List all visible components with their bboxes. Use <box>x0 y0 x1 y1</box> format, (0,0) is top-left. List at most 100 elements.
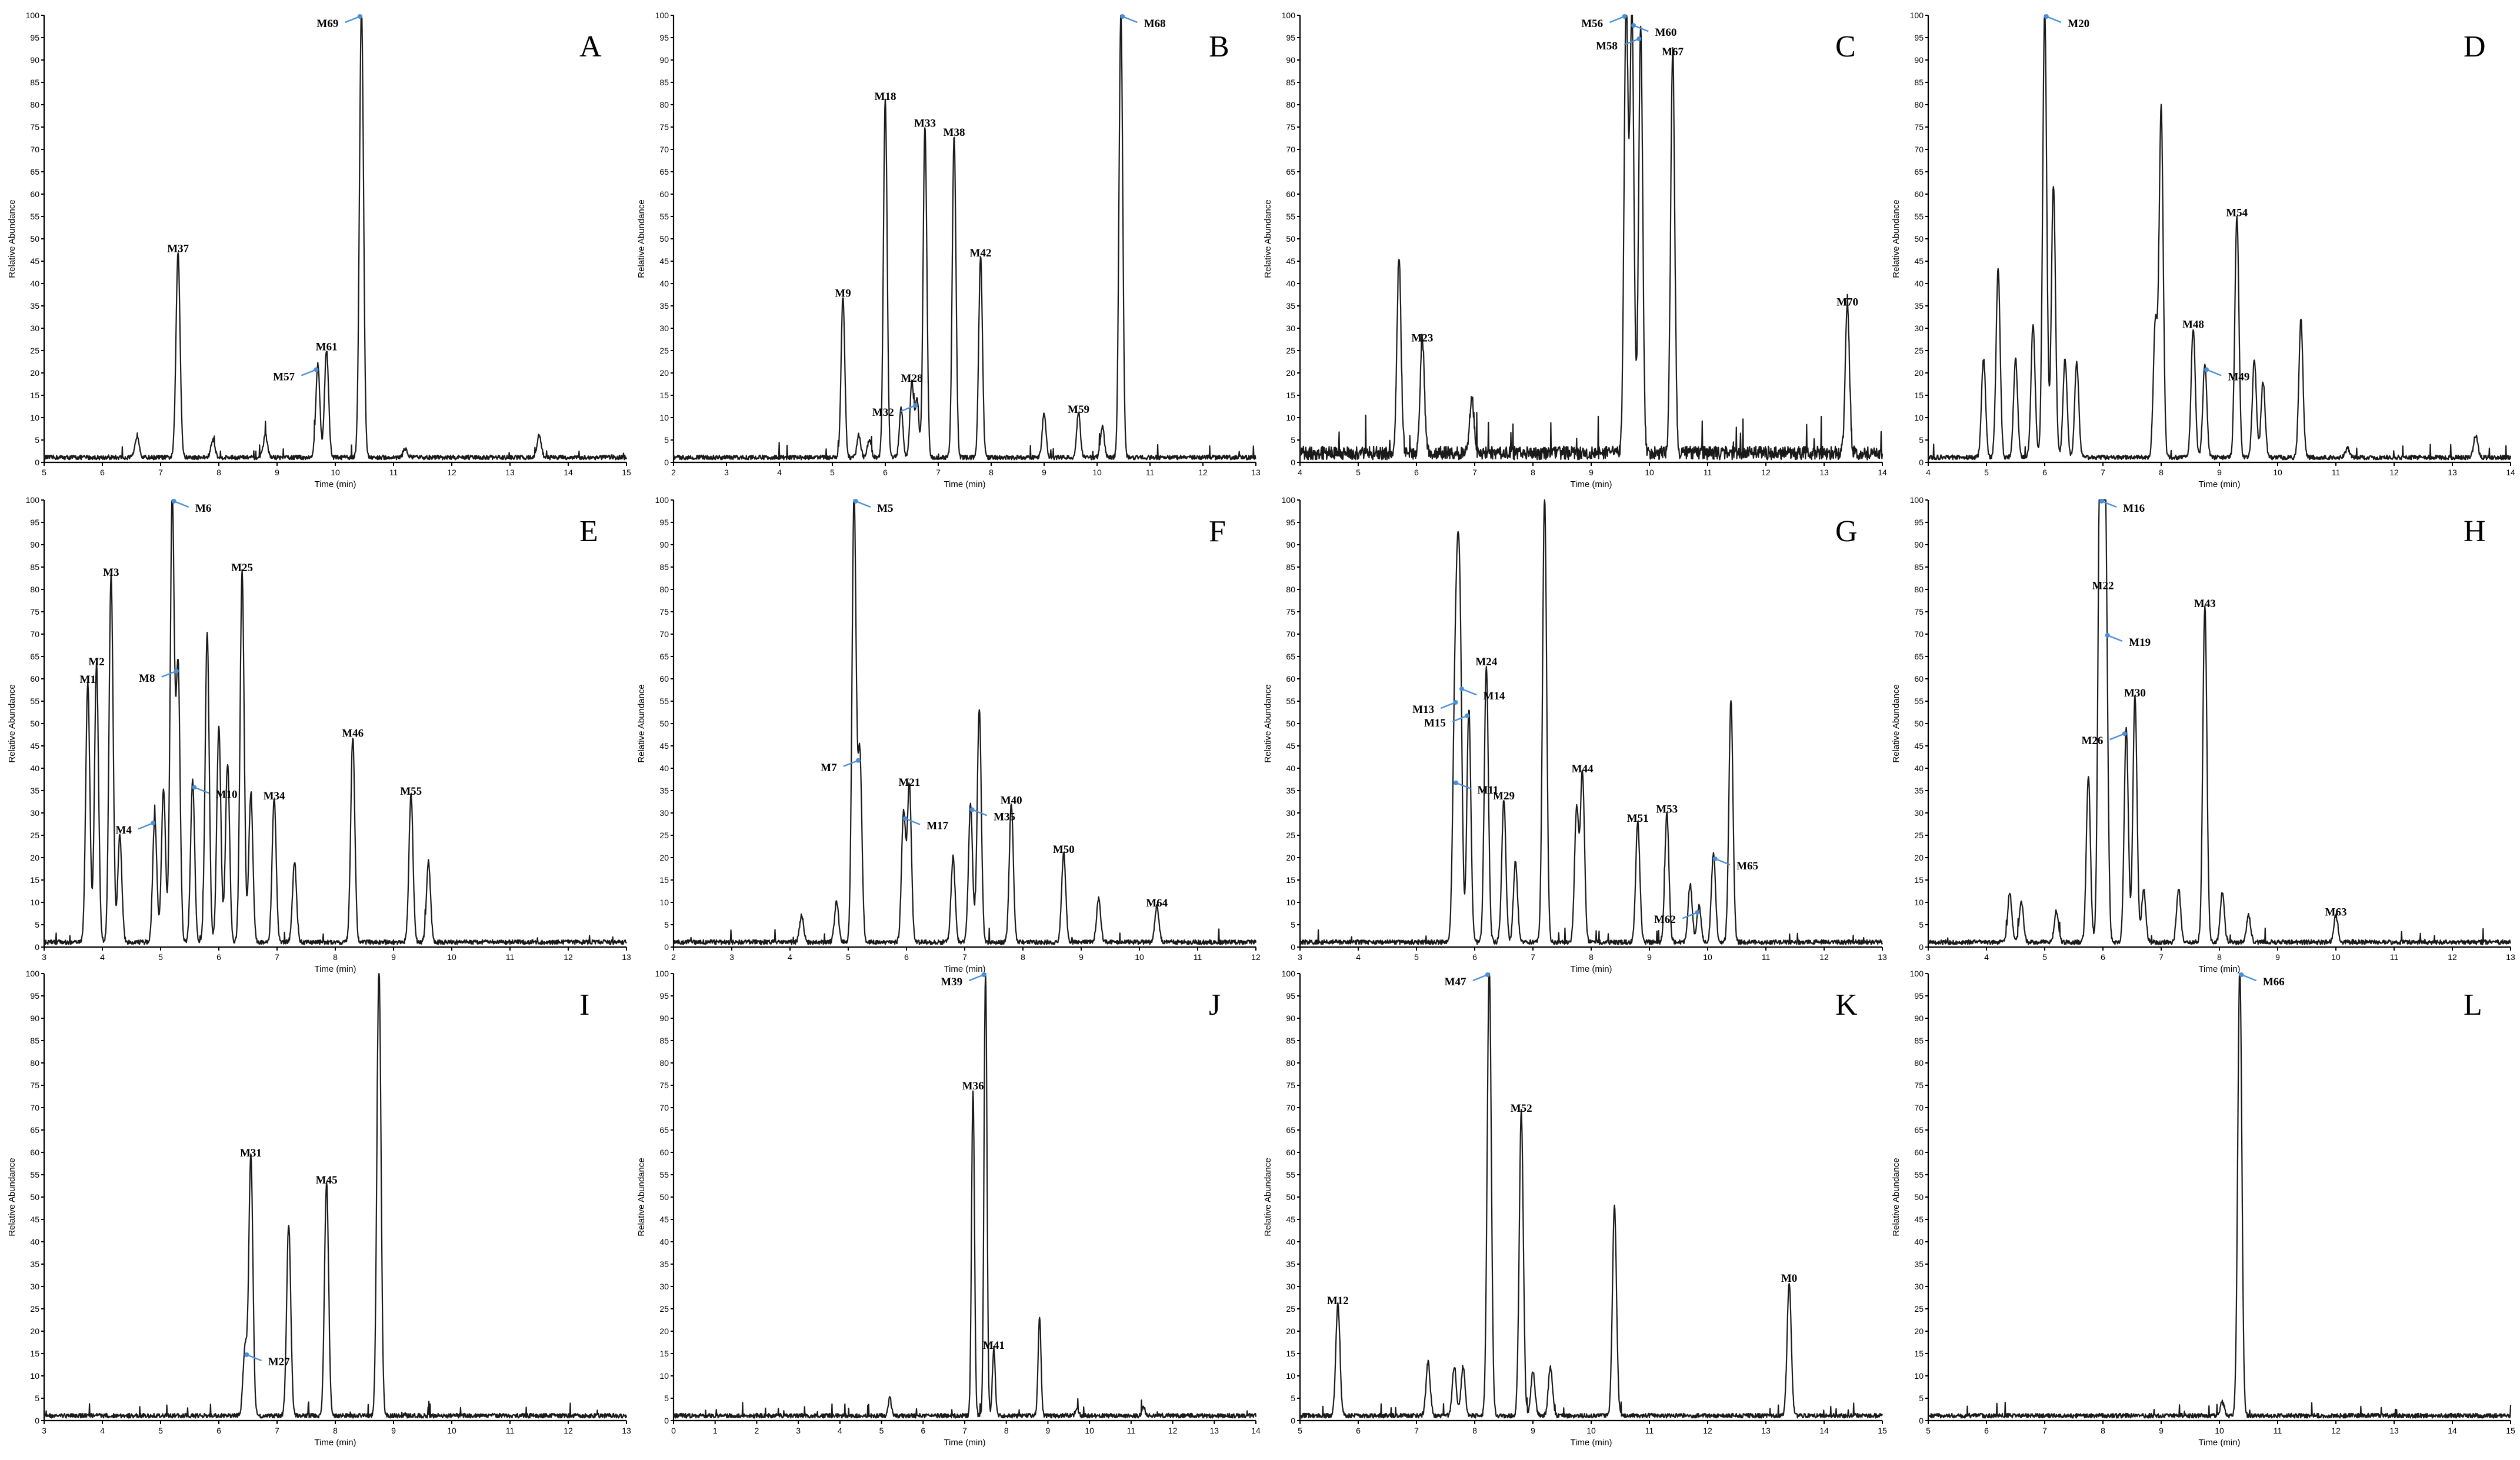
y-axis-title: Relative Abundance <box>1891 684 1901 762</box>
y-tick-label: 85 <box>1914 562 1924 572</box>
x-tick-label: 11 <box>506 952 515 962</box>
x-tick-label: 9 <box>1647 952 1652 962</box>
x-tick-label: 7 <box>158 468 163 477</box>
y-tick-label: 0 <box>664 1416 669 1425</box>
x-tick-label: 10 <box>2273 468 2282 477</box>
peak-arrow <box>161 670 177 678</box>
panel-letter: E <box>579 515 598 548</box>
x-axis-title: Time (min) <box>314 1438 356 1448</box>
peak-arrow-head <box>357 14 362 19</box>
y-tick-label: 15 <box>30 1349 39 1358</box>
x-tick-label: 15 <box>2506 1426 2515 1435</box>
x-tick-label: 4 <box>1356 952 1361 962</box>
y-tick-label: 90 <box>1286 55 1295 65</box>
y-tick-label: 45 <box>30 1215 39 1224</box>
y-tick-label: 20 <box>1286 1326 1295 1336</box>
y-tick-label: 70 <box>1286 1103 1295 1112</box>
x-tick-label: 6 <box>216 1426 221 1435</box>
y-tick-label: 80 <box>30 100 39 109</box>
x-tick-label: 7 <box>1531 952 1535 962</box>
y-tick-label: 60 <box>659 189 669 199</box>
y-axis-title: Relative Abundance <box>636 199 646 278</box>
y-tick-label: 65 <box>659 167 669 176</box>
peak-label: M20 <box>2068 18 2089 30</box>
x-tick-label: 10 <box>1135 952 1144 962</box>
y-tick-label: 30 <box>1914 324 1924 333</box>
y-axis-title: Relative Abundance <box>7 199 17 278</box>
y-tick-label: 95 <box>1914 518 1924 527</box>
peak-arrow <box>1455 782 1471 789</box>
y-tick-label: 25 <box>30 831 39 840</box>
x-tick-label: 8 <box>989 468 994 477</box>
x-tick-label: 4 <box>1984 952 1989 962</box>
peak-label: M54 <box>2226 207 2248 219</box>
x-tick-label: 10 <box>2331 952 2341 962</box>
y-tick-label: 70 <box>1914 145 1924 154</box>
peak-arrow-head <box>853 499 858 504</box>
x-tick-label: 5 <box>158 952 163 962</box>
panel-letter: F <box>1209 515 1226 548</box>
x-tick-label: 13 <box>1209 1426 1219 1435</box>
peak-label: M16 <box>2123 502 2145 515</box>
x-tick-label: 9 <box>1531 1426 1535 1435</box>
y-tick-label: 90 <box>659 1014 669 1023</box>
peak-label: M25 <box>231 562 253 574</box>
x-tick-label: 7 <box>275 1426 279 1435</box>
y-tick-label: 0 <box>1919 458 1924 467</box>
peak-label: M38 <box>944 126 965 139</box>
y-tick-label: 25 <box>1286 346 1295 355</box>
y-tick-label: 50 <box>1286 1192 1295 1202</box>
y-axis-title: Relative Abundance <box>1263 1158 1273 1236</box>
y-tick-label: 30 <box>1914 1282 1924 1291</box>
y-tick-label: 65 <box>659 652 669 661</box>
x-tick-label: 6 <box>904 952 909 962</box>
peak-label: M42 <box>970 247 992 259</box>
peak-label: M30 <box>2124 687 2146 699</box>
y-tick-label: 75 <box>659 122 669 132</box>
y-tick-label: 10 <box>1914 1371 1924 1381</box>
x-tick-label: 13 <box>1251 468 1261 477</box>
x-tick-label: 11 <box>389 468 398 477</box>
y-tick-label: 5 <box>664 435 669 445</box>
y-tick-label: 50 <box>1914 234 1924 244</box>
y-tick-label: 100 <box>655 969 669 978</box>
y-tick-label: 0 <box>664 458 669 467</box>
y-tick-label: 75 <box>30 607 39 616</box>
peak-arrow <box>1715 858 1731 866</box>
x-tick-label: 13 <box>1819 468 1829 477</box>
y-tick-label: 35 <box>659 1259 669 1269</box>
chromatogram-panel-i: 0510152025303540455055606570758085909510… <box>7 969 631 1448</box>
peak-arrow-head <box>1695 910 1700 915</box>
y-tick-label: 100 <box>655 495 669 505</box>
peak-label: M39 <box>941 976 962 988</box>
x-tick-label: 9 <box>275 468 279 477</box>
y-tick-label: 65 <box>1914 652 1924 661</box>
y-tick-label: 50 <box>30 1192 39 1202</box>
x-tick-label: 5 <box>830 468 835 477</box>
peak-arrow-head <box>1636 36 1642 41</box>
y-tick-label: 55 <box>30 212 39 221</box>
y-tick-label: 0 <box>1919 1416 1924 1425</box>
peak-label: M52 <box>1511 1102 1532 1115</box>
y-tick-label: 85 <box>1286 78 1295 87</box>
y-tick-label: 25 <box>659 346 669 355</box>
y-tick-label: 85 <box>1286 1036 1295 1045</box>
y-tick-label: 0 <box>1919 942 1924 952</box>
peak-arrow-head <box>244 1352 249 1357</box>
y-tick-label: 100 <box>655 11 669 20</box>
peak-arrow-head <box>171 499 176 504</box>
panel-letter: H <box>2464 515 2486 548</box>
y-tick-label: 85 <box>30 1036 39 1045</box>
x-tick-label: 2 <box>671 468 676 477</box>
x-tick-label: 2 <box>671 952 676 962</box>
x-tick-label: 0 <box>671 1426 676 1435</box>
y-tick-label: 55 <box>30 1170 39 1179</box>
peak-arrow-head <box>856 758 861 763</box>
peak-label: M33 <box>914 118 936 130</box>
x-tick-label: 10 <box>331 468 340 477</box>
panel-letter: A <box>579 30 602 64</box>
y-tick-label: 25 <box>1286 831 1295 840</box>
y-tick-label: 55 <box>1286 696 1295 706</box>
x-axis-title: Time (min) <box>944 964 985 974</box>
y-tick-label: 5 <box>1291 1394 1295 1403</box>
